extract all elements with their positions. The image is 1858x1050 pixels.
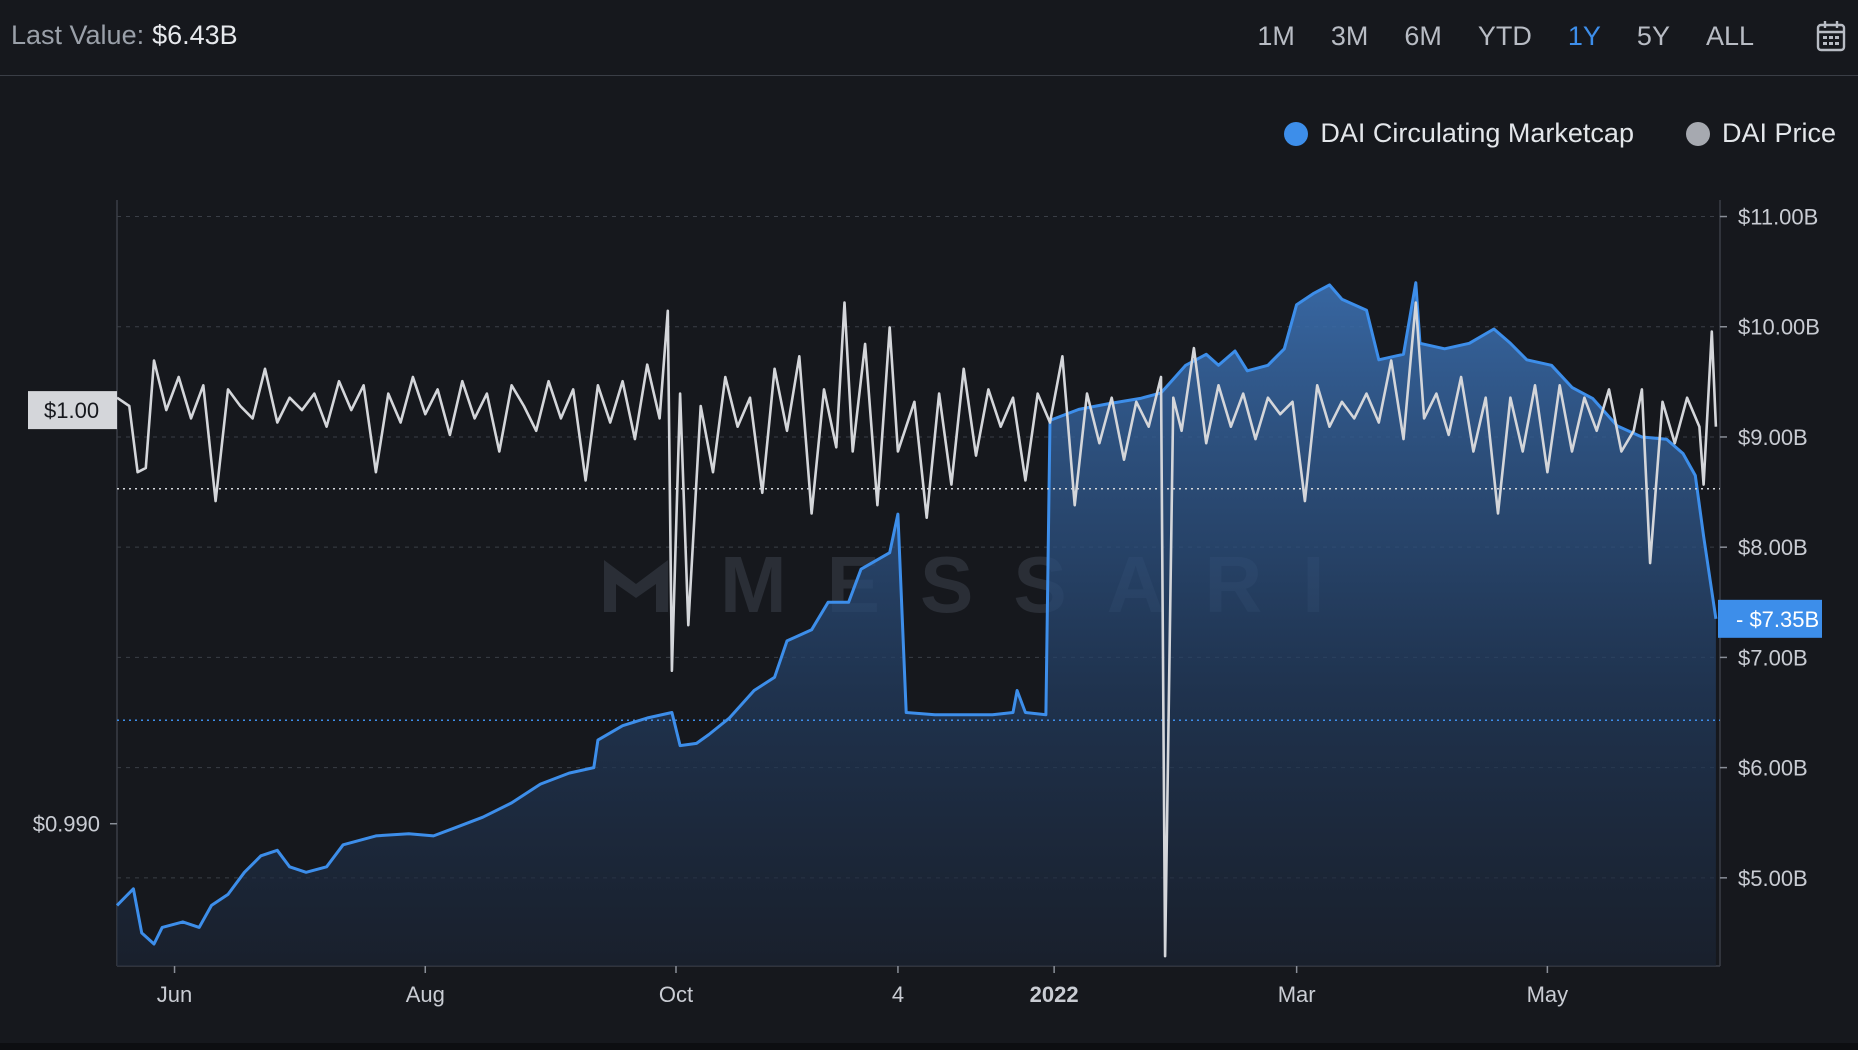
price-line [116, 301, 1718, 958]
legend-item-price[interactable]: DAI Price [1685, 118, 1836, 149]
right-axis-tick-label: $6.00B [1738, 756, 1808, 781]
right-axis-tick-label: $10.00B [1738, 315, 1820, 340]
marketcap-line [115, 281, 1718, 946]
right-axis-tick-label: $7.00B [1738, 645, 1808, 670]
range-selector: 1M 3M 6M YTD 1Y 5Y ALL [1239, 18, 1772, 54]
last-value-display: Last Value: $6.43B [11, 20, 238, 51]
right-axis-tick-label: $8.00B [1738, 535, 1808, 560]
x-axis-tick-label: May [1527, 982, 1569, 1007]
x-axis-tick-label: Mar [1278, 982, 1316, 1007]
legend-dot [1284, 121, 1309, 146]
legend-label: DAI Price [1721, 118, 1836, 148]
calendar-icon[interactable] [1816, 20, 1846, 52]
watermark-logo-icon [604, 560, 668, 612]
x-axis-tick-label: Jun [157, 982, 192, 1007]
range-button-1m[interactable]: 1M [1239, 18, 1313, 54]
legend-dot [1685, 121, 1710, 146]
range-button-ytd[interactable]: YTD [1460, 18, 1550, 54]
current-marketcap-badge [1718, 599, 1822, 638]
range-button-6m[interactable]: 6M [1386, 18, 1460, 54]
legend-item-marketcap[interactable]: DAI Circulating Marketcap [1284, 118, 1634, 149]
x-axis-tick-label: Oct [659, 982, 693, 1007]
range-button-5y[interactable]: 5Y [1619, 18, 1688, 54]
chart-legend: DAI Circulating Marketcap DAI Price [1284, 118, 1836, 149]
x-axis-tick-label: 4 [892, 982, 904, 1007]
current-price-badge [28, 391, 117, 430]
marketcap-area [117, 282, 1716, 966]
range-button-all[interactable]: ALL [1688, 18, 1772, 54]
current-price-label: $1.00 [44, 398, 99, 423]
right-axis-tick-label: $11.00B [1738, 205, 1818, 230]
current-marketcap-label: - $7.35B [1736, 607, 1819, 632]
range-button-1y[interactable]: 1Y [1550, 18, 1619, 54]
right-axis-tick-label: $9.00B [1738, 425, 1808, 450]
last-value-amount: $6.43B [152, 20, 238, 50]
left-axis-tick-label: $0.990 [33, 812, 100, 837]
x-axis-tick-label: Aug [406, 982, 445, 1007]
range-button-3m[interactable]: 3M [1313, 18, 1387, 54]
bottom-edge [0, 1043, 1858, 1050]
legend-label: DAI Circulating Marketcap [1320, 118, 1634, 148]
top-bar: Last Value: $6.43B 1M 3M 6M YTD 1Y 5Y ALL [0, 0, 1858, 76]
right-axis-tick-label: $5.00B [1738, 866, 1808, 891]
x-axis-tick-label: 2022 [1030, 982, 1079, 1007]
last-value-label: Last Value: [11, 20, 145, 50]
